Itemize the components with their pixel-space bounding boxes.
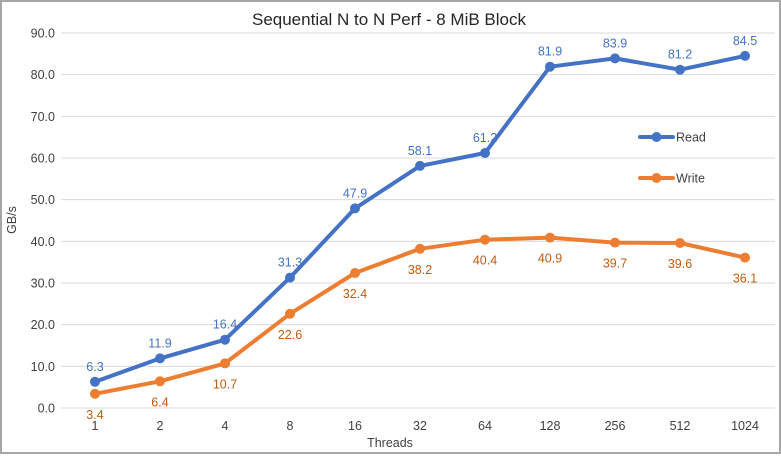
data-label-read: 83.9 xyxy=(603,36,627,50)
y-tick-label: 20.0 xyxy=(31,318,55,332)
data-label-read: 16.4 xyxy=(213,318,237,332)
data-label-read: 11.9 xyxy=(148,336,171,350)
data-label-read: 81.2 xyxy=(668,48,692,62)
y-axis-title: GB/s xyxy=(5,206,19,234)
x-tick-label: 8 xyxy=(287,419,294,433)
data-label-write: 39.7 xyxy=(603,257,627,271)
y-tick-label: 40.0 xyxy=(31,235,55,249)
data-label-write: 40.4 xyxy=(473,254,497,268)
data-label-read: 61.2 xyxy=(473,131,497,145)
data-point-write[interactable] xyxy=(610,237,620,248)
data-point-read[interactable] xyxy=(285,272,295,283)
data-point-write[interactable] xyxy=(740,252,750,263)
data-label-read: 84.5 xyxy=(733,34,757,48)
data-point-read[interactable] xyxy=(415,160,425,171)
data-point-read[interactable] xyxy=(740,50,750,61)
x-tick-label: 512 xyxy=(670,419,691,433)
data-label-write: 38.2 xyxy=(408,263,432,277)
data-point-write[interactable] xyxy=(220,358,230,369)
legend-item-read[interactable]: Read xyxy=(638,131,706,145)
data-label-read: 58.1 xyxy=(408,144,432,158)
legend: Read Write xyxy=(638,131,706,186)
y-tick-label: 90.0 xyxy=(31,27,55,41)
x-tick-label: 32 xyxy=(413,419,427,433)
x-tick-label: 4 xyxy=(222,419,229,433)
data-label-write: 32.4 xyxy=(343,287,367,301)
x-tick-label: 2 xyxy=(157,419,164,433)
x-tick-label: 128 xyxy=(540,419,561,433)
data-label-read: 47.9 xyxy=(343,186,367,200)
data-point-write[interactable] xyxy=(545,232,555,243)
plot-area: 0.0 10.0 20.0 30.0 40.0 50.0 60.0 70.0 80.0 90.0 1… xyxy=(31,27,775,433)
legend-label: Read xyxy=(676,131,706,145)
x-tick-label: 256 xyxy=(605,419,626,433)
data-label-write: 40.9 xyxy=(538,252,562,266)
data-point-read[interactable] xyxy=(350,203,360,214)
x-tick-label: 1 xyxy=(92,419,99,433)
data-label-write: 22.6 xyxy=(278,328,302,342)
data-point-read[interactable] xyxy=(90,376,100,387)
data-label-write: 36.1 xyxy=(733,272,757,286)
x-tick-label: 16 xyxy=(348,419,362,433)
data-point-read[interactable] xyxy=(545,61,555,72)
data-point-read[interactable] xyxy=(675,64,685,75)
legend-label: Write xyxy=(676,172,705,186)
x-axis-title: Threads xyxy=(367,436,413,450)
legend-swatch-marker xyxy=(651,132,662,142)
data-label-read: 6.3 xyxy=(86,360,103,374)
data-point-write[interactable] xyxy=(675,238,685,248)
y-tick-label: 50.0 xyxy=(31,193,55,207)
y-tick-label: 80.0 xyxy=(31,68,55,82)
data-label-write: 10.7 xyxy=(213,377,237,391)
y-tick-label: 10.0 xyxy=(31,360,55,374)
x-tick-label: 64 xyxy=(478,419,492,433)
data-point-write[interactable] xyxy=(155,376,165,387)
data-point-write[interactable] xyxy=(350,268,360,278)
data-point-write[interactable] xyxy=(90,388,100,399)
data-point-read[interactable] xyxy=(220,334,230,345)
y-tick-label: 30.0 xyxy=(31,277,55,291)
chart-title: Sequential N to N Perf - 8 MiB Block xyxy=(252,10,527,29)
data-label-read: 31.3 xyxy=(278,256,302,270)
y-tick-label: 70.0 xyxy=(31,110,55,124)
data-point-write[interactable] xyxy=(480,234,490,245)
data-label-write: 6.4 xyxy=(151,395,168,409)
x-tick-label: 1024 xyxy=(731,419,759,433)
data-point-write[interactable] xyxy=(285,308,295,319)
legend-item-write[interactable]: Write xyxy=(638,172,705,186)
data-label-write: 3.4 xyxy=(86,408,103,422)
y-tick-label: 60.0 xyxy=(31,152,55,166)
legend-swatch-marker xyxy=(651,173,662,183)
y-tick-label: 0.0 xyxy=(38,402,55,416)
data-point-read[interactable] xyxy=(610,53,620,64)
data-point-read[interactable] xyxy=(480,148,490,158)
data-label-read: 81.9 xyxy=(538,45,562,59)
data-point-read[interactable] xyxy=(155,353,165,364)
data-label-write: 39.6 xyxy=(668,257,692,271)
data-point-write[interactable] xyxy=(415,243,425,254)
